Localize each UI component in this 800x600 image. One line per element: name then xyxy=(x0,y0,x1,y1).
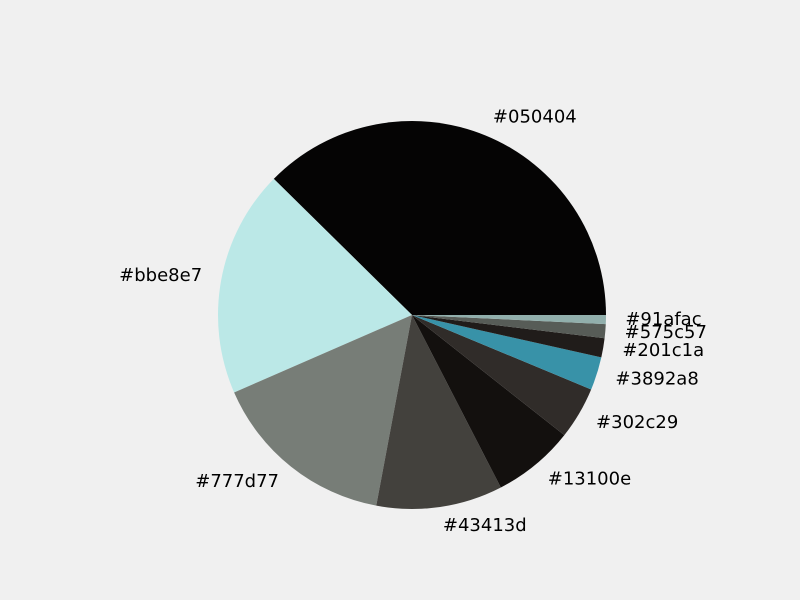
pie-label-3892a8: #3892a8 xyxy=(615,369,698,390)
pie-slice-201c1a xyxy=(412,315,605,358)
pie-label-201c1a: #201c1a xyxy=(622,340,704,361)
pie-slice-050404 xyxy=(273,121,606,315)
pie-slice-43413d xyxy=(376,315,501,509)
pie-slice-777d77 xyxy=(234,315,412,506)
pie-slice-3892a8 xyxy=(412,315,602,390)
pie-slice-13100e xyxy=(412,315,565,488)
pie-slice-575c57 xyxy=(412,315,606,339)
pie-label-777d77: #777d77 xyxy=(195,471,279,492)
pie-label-302c29: #302c29 xyxy=(596,412,678,433)
pie-label-050404: #050404 xyxy=(493,107,577,128)
pie-label-bbe8e7: #bbe8e7 xyxy=(119,265,202,286)
pie-label-43413d: #43413d xyxy=(443,515,527,536)
pie-label-91afac: #91afac xyxy=(625,309,701,330)
pie-label-575c57: #575c57 xyxy=(625,322,707,343)
pie-slice-302c29 xyxy=(412,315,592,436)
pie-slice-bbe8e7 xyxy=(217,178,412,393)
pie-slice-91afac xyxy=(412,315,606,325)
pie-label-13100e: #13100e xyxy=(548,469,631,490)
